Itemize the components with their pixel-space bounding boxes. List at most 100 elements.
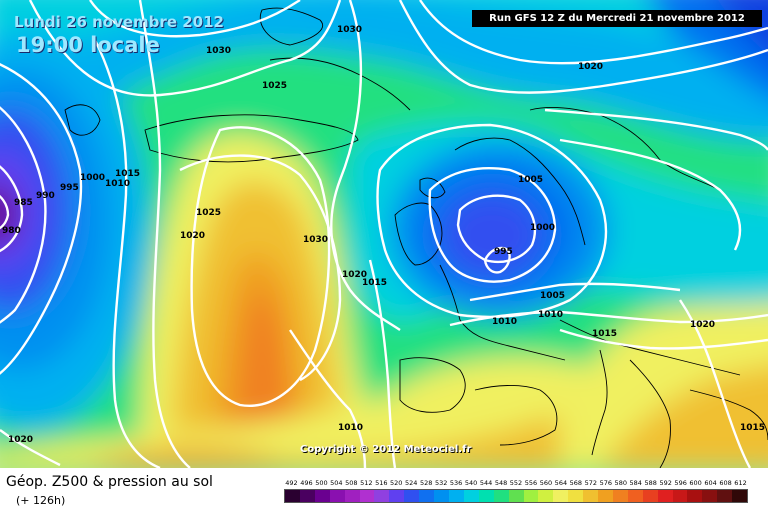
scale-label: 536 xyxy=(449,479,463,487)
scale-swatch xyxy=(493,490,509,502)
scale-label: 572 xyxy=(584,479,598,487)
isobar-label: 1010 xyxy=(105,179,130,189)
scale-swatch xyxy=(419,490,435,502)
scale-label: 520 xyxy=(390,479,403,487)
scale-swatch xyxy=(359,490,375,502)
scale-label: 528 xyxy=(419,479,433,487)
scale-label: 540 xyxy=(464,479,478,487)
scale-swatch xyxy=(583,490,599,502)
scale-swatch xyxy=(612,490,628,502)
scale-label: 516 xyxy=(375,479,388,487)
scale-swatch xyxy=(657,490,673,502)
scale-swatch xyxy=(314,490,330,502)
isobar-label: 1015 xyxy=(362,278,387,288)
coastlines xyxy=(64,7,768,468)
scale-label: 504 xyxy=(330,479,343,487)
isobar-lines xyxy=(0,0,768,468)
isobar-label: 1005 xyxy=(540,291,565,301)
isobar-label: 1020 xyxy=(8,435,33,445)
isobar-label: 990 xyxy=(36,191,55,201)
isobar-label: 985 xyxy=(14,198,33,208)
scale-label: 500 xyxy=(315,479,328,487)
isobar-label: 1030 xyxy=(337,25,362,35)
isobar-label: 1020 xyxy=(342,270,367,280)
scale-swatch xyxy=(285,490,300,502)
scale-swatch xyxy=(687,490,703,502)
isobar-label: 1000 xyxy=(80,173,105,183)
scale-label: 576 xyxy=(599,479,613,487)
scale-label: 568 xyxy=(569,479,583,487)
scale-label: 564 xyxy=(554,479,568,487)
scale-swatch xyxy=(344,490,360,502)
isobar-label: 1015 xyxy=(740,423,765,433)
weather-map: 1030 1030 1025 1000 1010 1015 990 995 98… xyxy=(0,0,768,468)
scale-swatch xyxy=(717,490,733,502)
scale-label: 524 xyxy=(405,479,418,487)
scale-swatch xyxy=(478,490,494,502)
isobar-label: 1020 xyxy=(578,62,603,72)
scale-swatch xyxy=(389,490,405,502)
isobar-label: 1030 xyxy=(303,235,328,245)
scale-swatch xyxy=(568,490,584,502)
scale-swatch xyxy=(329,490,345,502)
isobar-label: 980 xyxy=(2,226,21,236)
scale-swatch xyxy=(463,490,479,502)
isobar-label: 1010 xyxy=(492,317,517,327)
scale-label: 592 xyxy=(659,479,672,487)
isobar-label: 1005 xyxy=(518,175,543,185)
scale-label: 560 xyxy=(539,479,553,487)
scale-label: 544 xyxy=(479,479,493,487)
scale-label: 584 xyxy=(629,479,642,487)
scale-label: 608 xyxy=(719,479,732,487)
legend-title: Géop. Z500 & pression au sol xyxy=(6,474,213,490)
scale-swatch xyxy=(448,490,464,502)
scale-label: 552 xyxy=(509,479,523,487)
model-run-banner: Run GFS 12 Z du Mercredi 21 novembre 201… xyxy=(472,10,762,27)
scale-swatch xyxy=(627,490,643,502)
isobar-label: 995 xyxy=(494,247,513,257)
scale-swatch xyxy=(508,490,524,502)
isobar-label: 995 xyxy=(60,183,79,193)
scale-swatch xyxy=(374,490,390,502)
scale-label: 548 xyxy=(494,479,508,487)
isobar-label: 1025 xyxy=(262,81,287,91)
scale-label: 600 xyxy=(689,479,702,487)
scale-label: 496 xyxy=(300,479,313,487)
isobar-label: 1025 xyxy=(196,208,221,218)
scale-swatch xyxy=(434,490,449,502)
isobar-label: 1020 xyxy=(690,320,715,330)
isobar-label: 1010 xyxy=(538,310,563,320)
isobar-labels: 1030 1030 1025 1000 1010 1015 990 995 98… xyxy=(2,25,765,445)
scale-label: 588 xyxy=(644,479,657,487)
scale-swatch xyxy=(672,490,688,502)
scale-swatch xyxy=(404,490,420,502)
isobar-label: 1000 xyxy=(530,223,555,233)
isobar-label: 1020 xyxy=(180,231,205,241)
scale-label: 580 xyxy=(614,479,627,487)
scale-label: 492 xyxy=(285,479,298,487)
scale-label: 512 xyxy=(360,479,373,487)
color-scale-labels: 492 496 500 504 508 512 516 520 524 528 532 536 540 5… xyxy=(284,479,748,489)
scale-swatch xyxy=(702,490,718,502)
forecast-date: Lundi 26 novembre 2012 xyxy=(14,13,224,31)
scale-swatch xyxy=(642,490,658,502)
isobar-label: 1015 xyxy=(592,329,617,339)
scale-swatch xyxy=(523,490,539,502)
scale-label: 612 xyxy=(734,479,747,487)
isobar-label: 1030 xyxy=(206,46,231,56)
isobar-label: 1010 xyxy=(338,423,363,433)
scale-label: 596 xyxy=(674,479,687,487)
forecast-time: 19:00 locale xyxy=(16,33,160,57)
legend-subtitle: (+ 126h) xyxy=(16,494,66,507)
scale-label: 532 xyxy=(434,479,448,487)
scale-label: 508 xyxy=(345,479,358,487)
scale-swatch xyxy=(299,490,315,502)
scale-swatch xyxy=(553,490,569,502)
scale-swatch xyxy=(538,490,554,502)
scale-label: 556 xyxy=(524,479,538,487)
scale-swatch xyxy=(598,490,613,502)
scale-swatch xyxy=(732,490,748,502)
isobar-label: 1015 xyxy=(115,169,140,179)
scale-label: 604 xyxy=(704,479,717,487)
